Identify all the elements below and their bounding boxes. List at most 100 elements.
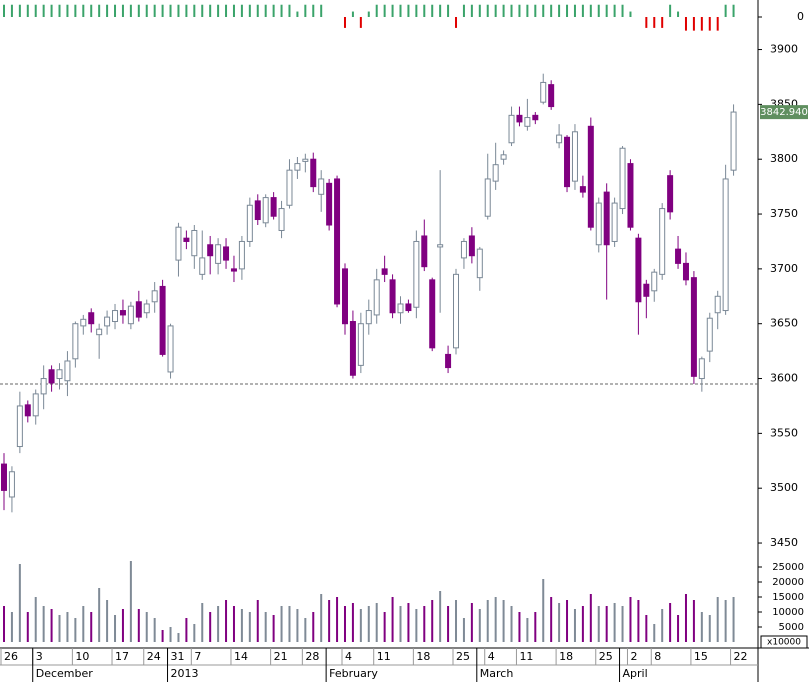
bar bbox=[121, 4, 124, 18]
candle-body bbox=[484, 178, 491, 217]
bar bbox=[383, 4, 386, 18]
candle-body bbox=[96, 328, 103, 336]
x-tick-label: 4 bbox=[345, 650, 352, 663]
bar bbox=[185, 4, 188, 18]
bar bbox=[677, 615, 680, 642]
bar bbox=[209, 612, 212, 642]
bar bbox=[161, 630, 164, 642]
bar bbox=[391, 4, 394, 18]
bar bbox=[684, 594, 687, 642]
candle-body bbox=[223, 246, 230, 261]
bar bbox=[320, 594, 323, 642]
bar bbox=[661, 609, 664, 642]
bar bbox=[518, 612, 521, 642]
candle-body bbox=[635, 237, 642, 303]
bar bbox=[566, 600, 569, 642]
bar bbox=[439, 4, 442, 18]
candle-body bbox=[659, 208, 666, 275]
bar bbox=[700, 612, 703, 642]
bar bbox=[391, 597, 394, 642]
bar bbox=[66, 4, 69, 18]
x-tick-label: 21 bbox=[274, 650, 288, 663]
candle-body bbox=[191, 229, 198, 257]
candle-body bbox=[564, 136, 571, 188]
bar bbox=[692, 17, 695, 31]
bar bbox=[145, 4, 148, 18]
x-tick-label: 11 bbox=[377, 650, 391, 663]
candle-body bbox=[16, 405, 23, 448]
candle-body bbox=[675, 248, 682, 264]
bar bbox=[573, 4, 576, 18]
candle-body bbox=[365, 310, 372, 325]
candle-body bbox=[571, 131, 578, 182]
bar bbox=[90, 612, 93, 642]
candle-body bbox=[698, 358, 705, 380]
y-tick-label: 3600 bbox=[770, 372, 798, 385]
bar bbox=[296, 11, 299, 17]
y-tick-label: 5000 bbox=[779, 622, 804, 633]
candle-body bbox=[706, 317, 713, 352]
bar bbox=[256, 600, 259, 642]
candle-body bbox=[135, 301, 142, 318]
y-tick-label: 3700 bbox=[770, 262, 798, 275]
bar bbox=[550, 597, 553, 642]
bar bbox=[343, 17, 346, 28]
candle-body bbox=[270, 197, 277, 217]
candle-body bbox=[508, 114, 515, 144]
candle-body bbox=[405, 303, 412, 312]
candle-body bbox=[199, 257, 206, 275]
bar bbox=[455, 17, 458, 28]
bar bbox=[312, 4, 315, 18]
bar bbox=[106, 600, 109, 642]
candle-body bbox=[294, 163, 301, 171]
bar bbox=[114, 4, 117, 18]
candle-body bbox=[326, 182, 333, 226]
bar bbox=[494, 4, 497, 18]
candle-body bbox=[540, 81, 547, 103]
x-tick-label: 14 bbox=[234, 650, 248, 663]
bar bbox=[98, 4, 101, 18]
bar bbox=[18, 564, 21, 642]
y-tick-label: 3900 bbox=[770, 43, 798, 56]
bar bbox=[724, 600, 727, 642]
bar bbox=[256, 4, 259, 18]
month-label: March bbox=[480, 667, 514, 680]
y-tick-label: 10000 bbox=[772, 607, 804, 618]
candle-body bbox=[310, 158, 317, 188]
bar bbox=[58, 4, 61, 18]
candle-body bbox=[254, 200, 261, 221]
bar bbox=[534, 4, 537, 18]
bar bbox=[526, 618, 529, 642]
x-tick-label: 24 bbox=[147, 650, 161, 663]
bar bbox=[526, 4, 529, 18]
bar bbox=[351, 603, 354, 642]
candle-body bbox=[1, 463, 7, 491]
candle-body bbox=[262, 197, 269, 224]
bar bbox=[248, 612, 251, 642]
bar bbox=[692, 600, 695, 642]
bar bbox=[510, 4, 513, 18]
bar bbox=[343, 606, 346, 642]
candle-body bbox=[286, 169, 293, 206]
bar bbox=[336, 597, 339, 642]
candle-body bbox=[104, 316, 111, 327]
candle-body bbox=[381, 268, 388, 275]
candle-body bbox=[476, 248, 483, 279]
y-tick-label: 3800 bbox=[770, 152, 798, 165]
y-tick-label: 3750 bbox=[770, 207, 798, 220]
bar bbox=[26, 4, 29, 18]
bar bbox=[42, 606, 45, 642]
candle-body bbox=[389, 279, 396, 314]
bar bbox=[129, 4, 132, 18]
bar bbox=[153, 4, 156, 18]
bar bbox=[415, 609, 418, 642]
bar bbox=[217, 4, 220, 18]
bar bbox=[534, 612, 537, 642]
bar bbox=[26, 612, 29, 642]
candle-body bbox=[437, 244, 444, 248]
bar bbox=[581, 606, 584, 642]
x-tick-label: 2 bbox=[630, 650, 637, 663]
x-tick-label: 18 bbox=[559, 650, 573, 663]
x-tick-label: 10 bbox=[75, 650, 89, 663]
unit-label: x10000 bbox=[767, 638, 801, 648]
